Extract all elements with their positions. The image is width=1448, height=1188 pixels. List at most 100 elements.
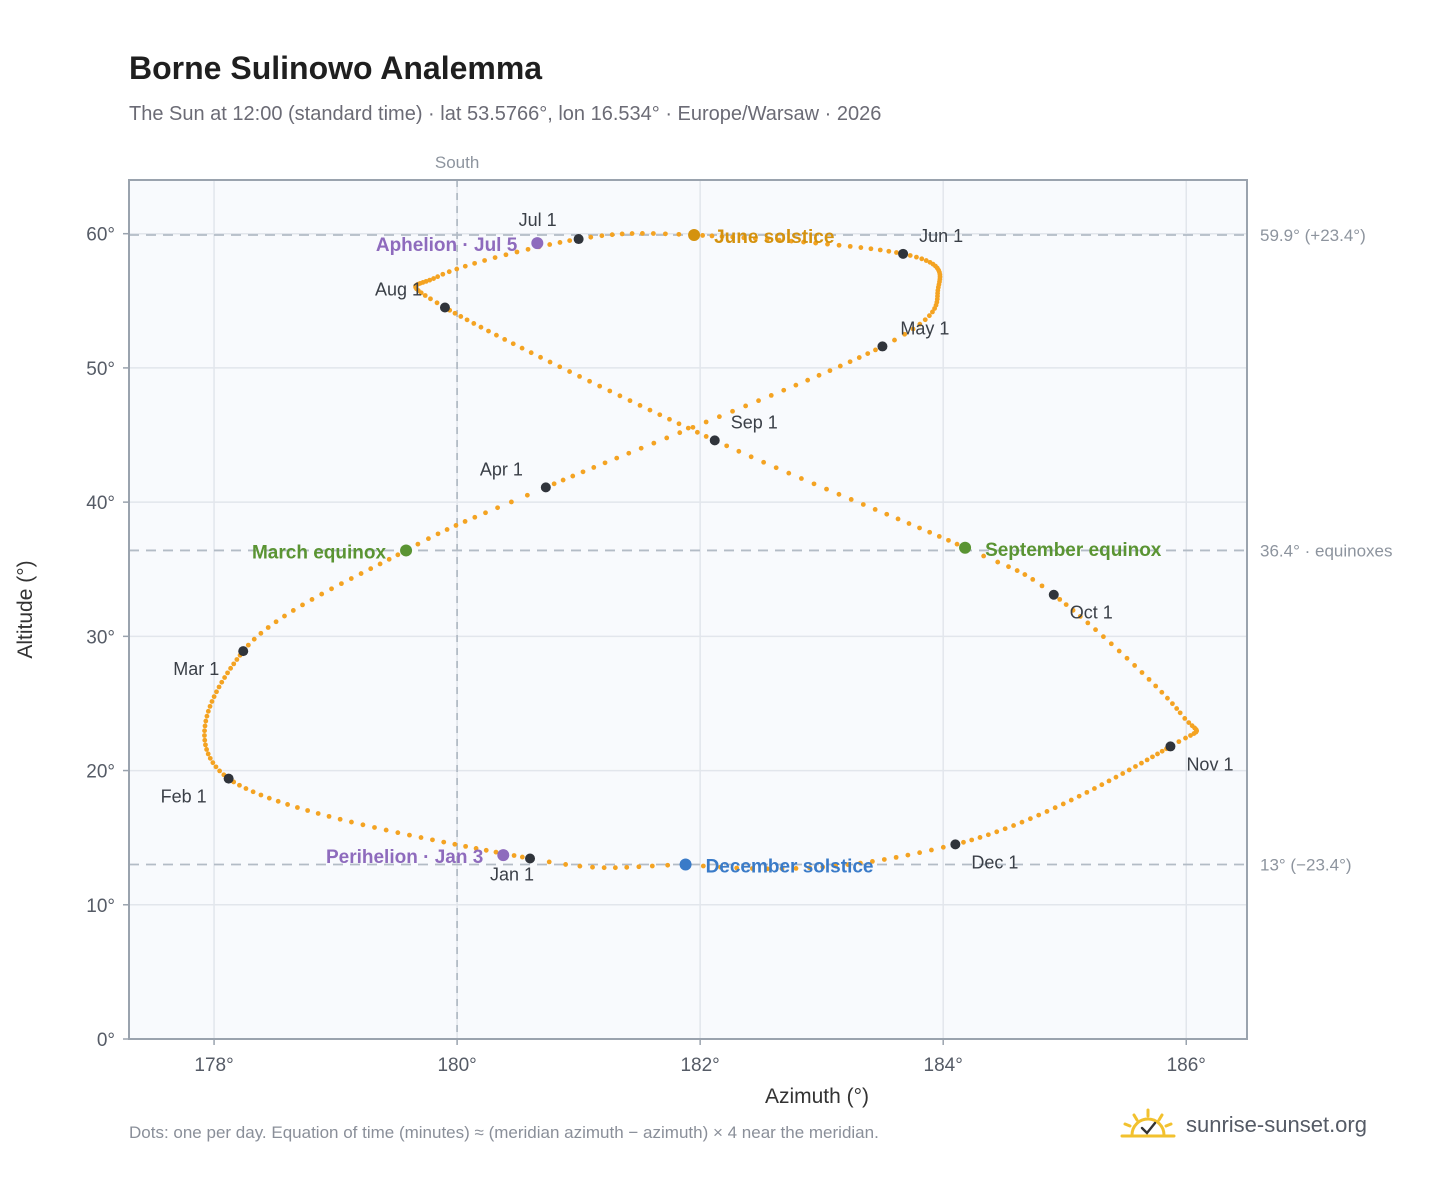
daily-dot [441,839,447,845]
event-label: December solstice [706,857,874,878]
daily-dot [805,377,811,383]
daily-dot [1092,786,1097,791]
daily-dot [478,324,484,330]
daily-dot [202,723,208,729]
daily-dot [290,608,296,613]
daily-dot [664,435,670,441]
daily-dot [807,865,812,871]
daily-dot [509,499,514,505]
month-label: Oct 1 [1070,603,1113,623]
month-marker [709,435,720,446]
daily-dot [781,387,787,393]
daily-dot [1039,583,1045,589]
daily-dot [1101,634,1106,640]
daily-dot [492,255,498,260]
daily-dot [730,408,735,414]
daily-dot [570,473,576,479]
daily-dot [329,586,334,592]
daily-dot [275,798,281,804]
daily-dot [1022,572,1028,577]
event-marker [497,849,510,862]
reference-line-label: 13° (−23.4°) [1260,856,1352,875]
daily-dot [486,328,491,334]
daily-dot [462,519,468,524]
daily-dot [936,533,942,539]
daily-dot [969,837,975,843]
daily-dot [881,857,887,862]
daily-dot [872,507,878,512]
daily-dot [1076,793,1082,799]
brand-name[interactable]: sunrise-sunset.org [1186,1112,1367,1137]
daily-dot [1159,689,1165,695]
daily-dot [793,382,799,388]
daily-dot [847,359,853,365]
daily-dot [434,300,440,306]
daily-dot [627,398,633,404]
daily-dot [1014,568,1020,573]
daily-dot [203,742,208,748]
daily-dot [820,864,826,870]
daily-dot [1085,620,1091,626]
x-axis-label: Azimuth (°) [765,1085,869,1108]
chart-title: Borne Sulinowo Analemma [129,50,543,86]
daily-dot [612,865,618,871]
daily-dot [1036,812,1042,818]
daily-dot [431,276,436,281]
plot-area [129,180,1247,1039]
x-tick-label: 180° [437,1055,476,1076]
meridian-label: South [435,153,479,172]
daily-dot [801,239,806,245]
daily-dot [1155,751,1160,757]
daily-dot [599,233,605,239]
daily-dot [418,835,424,840]
daily-dot [764,236,770,242]
daily-dot [503,252,509,258]
daily-dot [676,231,682,237]
event-label: Perihelion · Jan 3 [326,847,483,868]
month-label: Apr 1 [480,459,523,479]
daily-dot [525,246,531,252]
daily-dot [637,402,643,408]
daily-dot [724,443,730,449]
reference-lines: South 59.9° (+23.4°) 36.4° · equinoxes 13° … [129,153,1393,1039]
daily-dot [426,536,431,542]
daily-dot [907,253,913,258]
month-label: May 1 [900,318,949,338]
daily-dot [1146,676,1152,682]
month-marker [1165,741,1176,752]
daily-dot [372,825,377,830]
plot-frame [128,179,1248,1040]
daily-dot [1063,602,1069,607]
daily-dot [383,827,389,833]
daily-dot [1177,710,1183,716]
daily-dot [741,235,747,241]
month-label: Aug 1 [375,280,422,300]
daily-dot [547,359,553,365]
daily-dot [647,407,653,413]
daily-dot [700,863,706,869]
daily-dot [1186,720,1192,725]
daily-dot [1120,771,1126,776]
daily-dot [473,845,479,851]
daily-dot [730,234,736,240]
daily-dot [717,864,723,870]
daily-dot [799,476,804,481]
daily-dot [243,786,249,791]
daily-dot [551,481,557,487]
daily-dot [368,566,374,572]
daily-dot [524,492,530,498]
daily-dot [752,236,758,241]
daily-dot [1099,782,1105,788]
daily-dot [265,625,271,630]
daily-dot [207,703,213,709]
daily-dot [309,597,315,602]
daily-dot [1124,655,1130,661]
daily-dot [1108,641,1114,647]
daily-dot [458,314,464,319]
daily-dot [452,310,458,316]
daily-dot [472,260,478,266]
daily-dot [719,234,725,239]
brand[interactable]: sunrise-sunset.org [1120,1100,1367,1150]
daily-dot [743,403,749,409]
daily-dot [360,822,366,828]
